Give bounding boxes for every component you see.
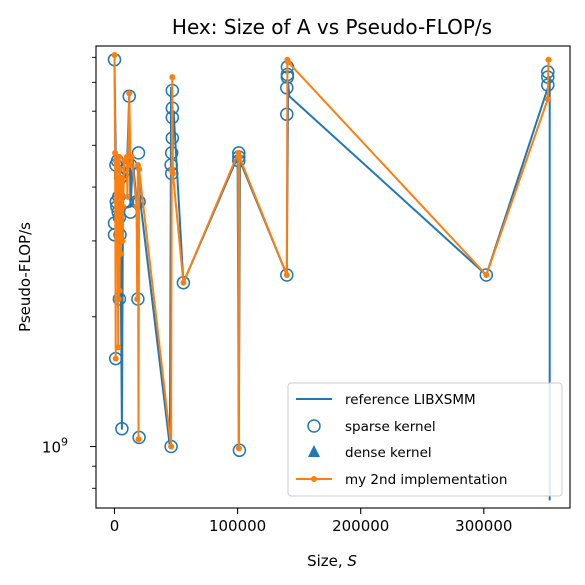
x-axis-ticks: 0 100000 200000 300000 xyxy=(110,508,512,535)
mine-point xyxy=(133,203,140,210)
mine-point xyxy=(126,90,133,97)
mine-point xyxy=(116,287,123,294)
sparse-point xyxy=(479,268,494,282)
legend-box xyxy=(287,382,563,497)
x-tick-label: 100000 xyxy=(209,517,266,535)
mine-point xyxy=(483,272,490,278)
mine-point xyxy=(236,153,243,160)
mine-point xyxy=(128,153,135,160)
mine-point xyxy=(123,153,130,160)
mine-point xyxy=(118,174,125,181)
legend-label-mine: my 2nd implementation xyxy=(345,472,507,488)
mine-point xyxy=(169,74,176,81)
mine-point xyxy=(114,225,121,232)
y-tick-label: 109 xyxy=(42,436,68,457)
y-axis-label: Pseudo-FLOP/s xyxy=(16,222,34,332)
chart-title: Hex: Size of A vs Pseudo-FLOP/s xyxy=(172,15,492,39)
mine-point xyxy=(545,56,552,63)
mine-point xyxy=(113,162,120,168)
legend-label-reference: reference LIBXSMM xyxy=(345,392,476,408)
mine-point xyxy=(117,166,123,173)
mine-point xyxy=(115,193,122,200)
mine-point xyxy=(136,166,143,173)
mine-point xyxy=(235,445,242,452)
mine-point xyxy=(134,296,141,302)
plot-frame xyxy=(95,45,571,509)
x-axis-label-text: Size, xyxy=(307,552,347,570)
mine-point xyxy=(283,272,290,278)
mine-point xyxy=(113,198,120,205)
series-layer xyxy=(107,52,555,501)
legend-mine-dot-icon xyxy=(311,476,317,482)
mine-point xyxy=(114,174,121,181)
mine-point xyxy=(180,279,187,286)
mine-point xyxy=(544,96,551,103)
x-tick-label: 0 xyxy=(110,517,120,535)
mine-point xyxy=(120,203,127,210)
mine-point xyxy=(115,344,122,351)
plot-area: 0 100000 200000 300000 109 xyxy=(42,45,571,535)
legend-open-circle-icon xyxy=(307,419,321,433)
legend: reference LIBXSMM sparse kernel dense ke… xyxy=(287,382,563,497)
legend-triangle-icon xyxy=(308,445,320,457)
mine-point xyxy=(119,237,126,244)
series-mine-line xyxy=(113,54,550,450)
x-tick-label: 300000 xyxy=(455,517,512,535)
y-axis-ticks: 109 xyxy=(42,56,96,489)
sparse-point xyxy=(131,146,146,160)
x-axis-label-symbol: S xyxy=(347,552,357,570)
mine-point xyxy=(112,149,119,156)
mine-point xyxy=(118,209,125,216)
mine-point xyxy=(111,52,118,58)
x-tick-label: 200000 xyxy=(332,517,389,535)
mine-point xyxy=(115,296,122,302)
mine-point xyxy=(169,170,176,177)
mine-point xyxy=(135,436,142,443)
mine-point xyxy=(168,443,175,450)
mine-point xyxy=(124,193,131,200)
mine-point xyxy=(117,250,124,257)
mine-point xyxy=(127,162,134,168)
mine-point xyxy=(116,153,123,160)
mine-point xyxy=(112,355,119,362)
x-axis-label: Size, S xyxy=(307,552,357,570)
legend-label-sparse: sparse kernel xyxy=(345,419,436,435)
legend-label-dense: dense kernel xyxy=(345,445,432,461)
sparse-point xyxy=(115,421,129,436)
mine-point xyxy=(285,59,292,66)
